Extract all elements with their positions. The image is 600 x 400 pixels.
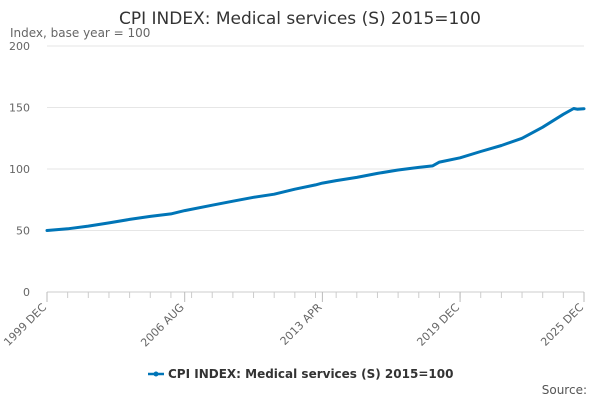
- chart-subtitle: Index, base year = 100: [10, 26, 150, 40]
- series-line: [45, 107, 586, 232]
- y-tick-label: 50: [16, 225, 30, 238]
- gridlines: [47, 45, 584, 231]
- y-tick-label: 0: [23, 286, 30, 299]
- chart-title: CPI INDEX: Medical services (S) 2015=100: [119, 9, 481, 29]
- y-tick-label: 100: [9, 163, 30, 176]
- x-axis: 1999 DEC 2006 AUG 2013 APR 2019 DEC 2025 DEC: [1, 291, 586, 350]
- x-tick-label: 2019 DEC: [414, 301, 462, 349]
- y-tick-label: 150: [9, 102, 30, 115]
- y-tick-label: 200: [9, 40, 30, 53]
- source-label: Source:: [542, 383, 587, 397]
- x-tick-label: 2006 AUG: [138, 301, 187, 350]
- x-tick-label: 2025 DEC: [538, 301, 586, 349]
- x-tick-label: 2013 APR: [278, 301, 325, 348]
- series-layer: [45, 107, 586, 232]
- legend-label: CPI INDEX: Medical services (S) 2015=100: [168, 367, 453, 381]
- x-tick-label: 1999 DEC: [1, 301, 49, 349]
- y-axis-ticks: 0 50 100 150 200: [9, 40, 30, 299]
- legend[interactable]: CPI INDEX: Medical services (S) 2015=100: [148, 367, 453, 381]
- legend-marker-icon: [153, 371, 159, 377]
